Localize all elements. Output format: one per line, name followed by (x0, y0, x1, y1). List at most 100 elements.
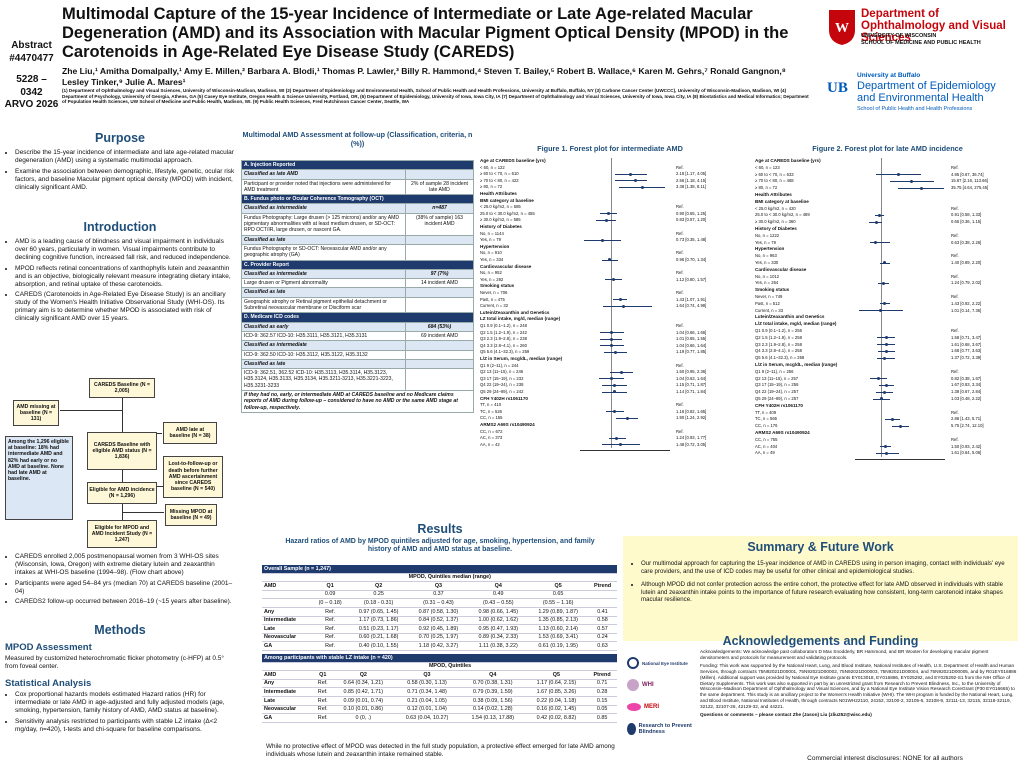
whi-circle-icon (627, 679, 639, 691)
assessment-row: Classified as intermediate 97 (7%) (241, 268, 474, 280)
hazard-ratio-point (885, 383, 889, 387)
forest-row-label: Current, n = 32 (480, 303, 509, 309)
cohort-bullet: Participants were aged 54–84 yrs (median… (15, 580, 235, 596)
forest-row-label: Q1 0.9 (0.1–1.2), n = 256 (755, 328, 802, 333)
results-table-super: MPOD, Quintiles (262, 662, 617, 672)
hazard-ratio-point (897, 172, 901, 176)
hazard-ratio-point (881, 281, 885, 285)
cohort-bullet: CAREDS2 follow-up occurred between 2016–… (15, 598, 235, 606)
forest-row-label: CC, n = 176 (755, 423, 778, 429)
stat-bullet: Sensitivity analysis restricted to parti… (15, 718, 235, 734)
forest-plot-2: Age at CAREDS baseline (yrs) < 60, n = 12… (755, 156, 1023, 501)
forest-row-value: 0.90 [0.65, 1.25] (676, 210, 707, 216)
forest-row-value: 0.91 [0.58, 1.33] (951, 212, 982, 218)
results-note: While no protective effect of MPOD was d… (266, 743, 615, 758)
logo2-university: University at Buffalo (857, 72, 921, 79)
assessment-row: Participant or provider noted that injec… (241, 178, 474, 196)
forest-row-value: Ref. (951, 164, 959, 170)
assessment-row: Classified as intermediate n=487 (241, 203, 474, 214)
meri-eye-icon (627, 703, 641, 711)
results-table-row: Intermediate Ref. 1.17 (0.73, 1.86) 0.84 (0… (262, 616, 617, 626)
forest-row-value: 1.50 [0.95, 2.36] (676, 369, 707, 375)
hazard-ratio-point (891, 417, 895, 421)
forest-row-value: Ref. (951, 436, 959, 442)
assessment-row: D. Medicare ICD codes (241, 312, 474, 323)
forest-row-label: Past, n = 512 (755, 300, 780, 306)
hazard-ratio-point (884, 336, 888, 340)
forest-row-label: Q4 3.3 (2.8–4.1), n = 258 (755, 348, 802, 354)
forest-row-label: Q3 2.3 (1.9–2.8), n = 258 (755, 341, 802, 347)
logo1-school: SCHOOL OF MEDICINE AND PUBLIC HEALTH (861, 40, 981, 46)
forest-row-label: Yes, n = 292 (480, 276, 504, 282)
results-table-row: GA Ref. 0 (0, .) 0.63 (0.04, 10.27) 1.54 (0.… (262, 713, 617, 723)
forest-row-value: 2.86 [1.43, 5.71] (951, 416, 982, 422)
forest-row-value: 1.43 [0.92, 2.22] (951, 300, 982, 306)
logo2-dept: Department of Epidemiology and Environme… (857, 80, 996, 104)
results-table-stable: Among participants with stable LZ intake… (262, 653, 617, 723)
figure1-title: Figure 1. Forest plot for intermediate A… (537, 144, 683, 153)
forest-row-value: 15.67 [2.16, 113.66] (951, 178, 988, 184)
assessment-row: B. Fundus photo or Ocular Coherence Tomo… (241, 194, 474, 205)
hazard-ratio-point (883, 261, 887, 265)
results-table-super: MPOD, Quintiles median (range) (262, 573, 617, 583)
results-table-row: Intermediate Ref. 0.85 (0.42, 1.71) 0.71 (0… (262, 687, 617, 697)
results-table-row: Neovascular Ref. 0.10 (0.01, 0.86) 0.12 (0.… (262, 705, 617, 715)
forest-row-label: TT, n = 410 (480, 402, 502, 408)
assessment-row: Classified as early 684 (53%) (241, 321, 474, 332)
hazard-ratio-point (640, 185, 644, 189)
forest-row-value: 5.75 [2.74, 12.10] (951, 423, 984, 429)
forest-row-label: BMI category at baseline (480, 197, 534, 203)
forest-row-value: Ref. (676, 230, 684, 236)
forest-row-value: 0.65 [0.36, 1.15] (951, 219, 982, 225)
forest-row-label: History of Diabetes (755, 226, 797, 231)
ub-epidemiology-logo: UB University at Buffalo Department of E… (827, 72, 1017, 124)
abstract-info: Abstract #4470477 5228 – 0342 ARVO 2026 (4, 40, 59, 112)
results-table-medians: 0.09 0.25 0.37 0.49 0.65 (262, 590, 617, 600)
forest-row-label: CFH Y402H rs1061170 (480, 395, 528, 401)
forest-row-value: Ref. (951, 205, 959, 211)
forest-row-value: 1.01 [0.14, 7.36] (951, 307, 982, 313)
hazard-ratio-point (618, 297, 622, 301)
forest-row-label: Health Attributes (480, 191, 517, 196)
forest-row-value: 1.38 [0.67, 2.84] (951, 389, 982, 395)
forest-row-label: CFH Y402H rs1061170 (755, 402, 803, 408)
forest-row-value: 4.95 [0.67, 36.74] (951, 171, 984, 177)
summary-box: Summary & Future Work Our multimodal app… (623, 536, 1018, 641)
results-table-ranges: (0 – 0.18) (0.18 - 0.31) (0.31 – 0.43) (0.4… (262, 598, 617, 608)
hazard-ratio-point (613, 350, 617, 354)
reference-line (880, 158, 882, 458)
forest-row-label: Q2 1.5 (1.2–1.9), n = 258 (755, 334, 802, 340)
forest-row-label: AA, n = 42 (480, 441, 500, 447)
hazard-ratio-point (608, 258, 612, 262)
forest-row-label: ≥ 60 to < 70, n = 633 (755, 171, 794, 177)
forest-row-value: 0.96 [0.70, 1.34] (676, 257, 707, 262)
forest-row-label: Yes, n = 334 (480, 257, 504, 262)
hazard-ratio-point (882, 356, 886, 360)
nei-logo: National Eye Institute (627, 652, 697, 674)
forest-row-value: 1.61 [0.68, 3.67] (951, 341, 982, 347)
ack-text: Acknowledgements: We acknowledge past co… (700, 649, 1018, 718)
forest-row-value: 2.18 [1.17, 4.05] (676, 171, 707, 177)
forest-row-label: No, n = 1012 (755, 273, 780, 279)
forest-row-label: No, n = 910 (480, 250, 502, 256)
forest-row-label: TT, n = 409 (755, 409, 777, 415)
results-caption: Hazard ratios of AMD by MPOD quintiles a… (285, 538, 595, 554)
flow-eligible-incidence: Eligible for AMD incidence (N = 1,296) (87, 482, 157, 504)
forest-row-label: Cardiovascular disease (480, 263, 532, 269)
introduction-heading: Introduction (83, 220, 157, 234)
forest-row-label: Q3 17 (15–19), n = 256 (755, 382, 799, 388)
forest-row-value: Ref. (676, 402, 684, 408)
forest-row-label: Cardiovascular disease (755, 266, 807, 272)
hazard-ratio-point (612, 278, 616, 282)
poster-title: Multimodal Capture of the 15-year Incide… (62, 5, 789, 61)
poster-affiliations: (1) Department of Ophthalmology and Visu… (62, 88, 809, 105)
forest-row-label: 25.0 to < 30.0 kg/m2, n = 455 (480, 210, 535, 216)
rpb-eye-icon (627, 723, 636, 735)
hazard-ratio-point (619, 443, 623, 447)
forest-row-value: Ref. (951, 273, 959, 279)
flow-lost: Lost-to-follow-up or death before furthe… (163, 456, 223, 498)
stat-heading: Statistical Analysis (5, 678, 92, 689)
forest-row-value: 1.16 [0.82, 1.65] (676, 408, 707, 414)
ub-mark-icon: UB (827, 80, 848, 96)
forest-row-label: Hypertension (480, 243, 510, 249)
